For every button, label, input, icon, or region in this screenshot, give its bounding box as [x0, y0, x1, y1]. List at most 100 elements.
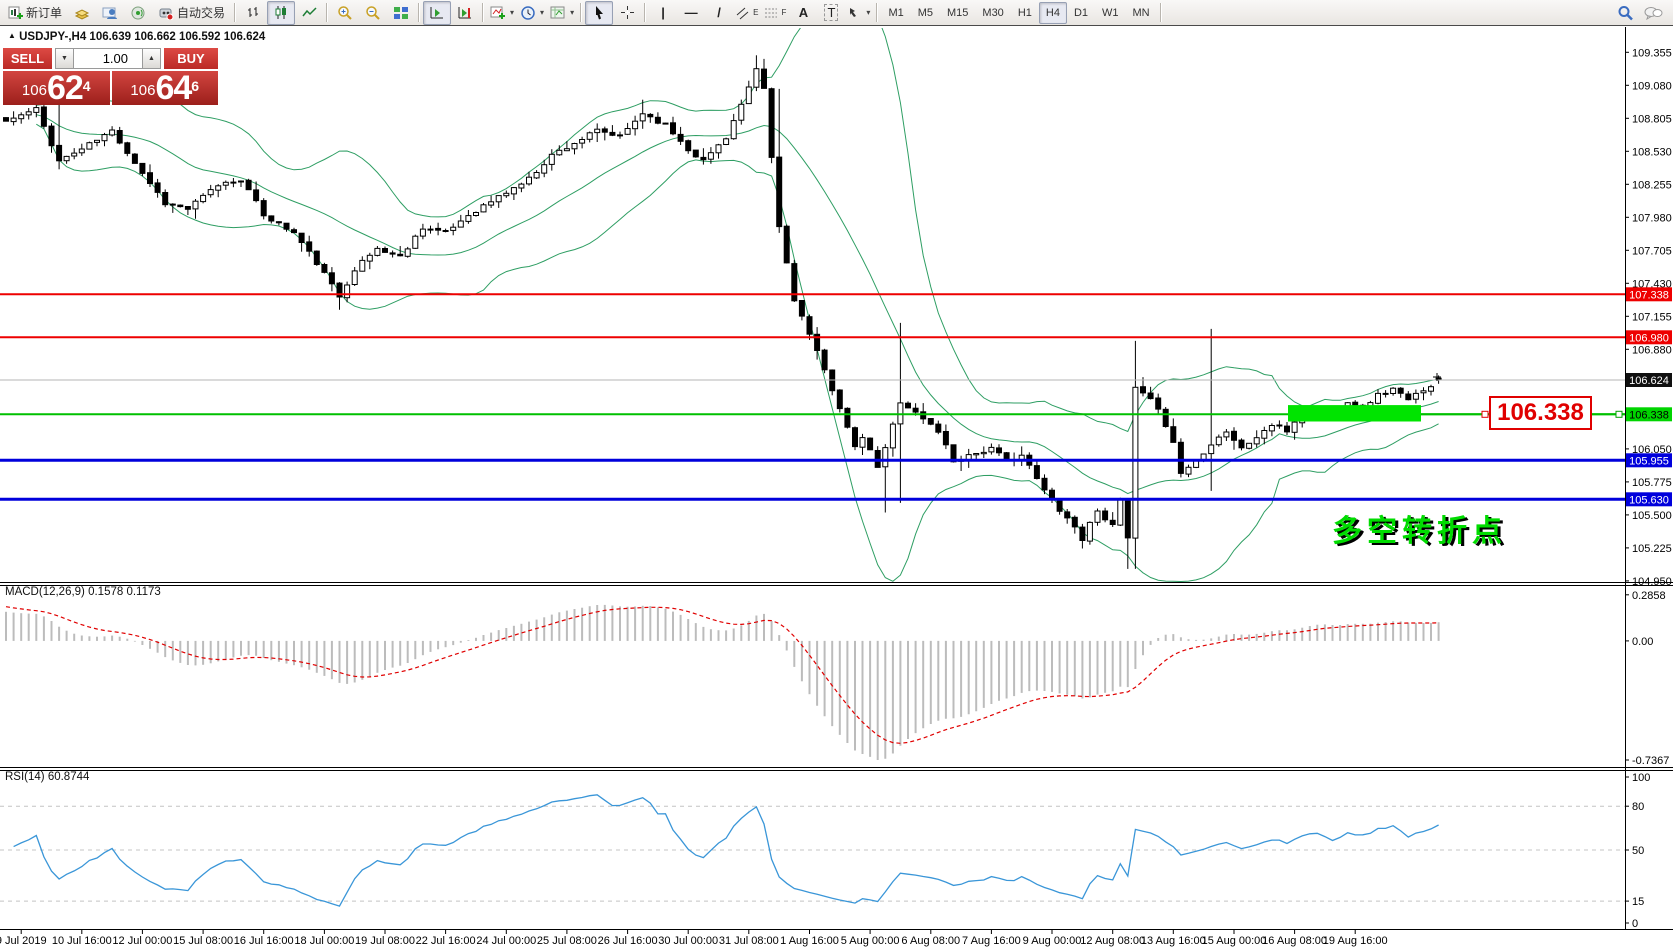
bollinger-upper — [36, 28, 1439, 433]
channel-icon — [736, 6, 750, 20]
zoom-out-button[interactable] — [359, 1, 387, 25]
svg-text:9 Jul 2019: 9 Jul 2019 — [0, 935, 47, 947]
vertical-line-icon: | — [661, 5, 665, 20]
collapse-triangle-icon[interactable]: ▲ — [8, 31, 16, 40]
signals-button[interactable] — [124, 1, 152, 25]
svg-text:-0.7367: -0.7367 — [1632, 755, 1669, 767]
text-button[interactable]: A — [789, 1, 817, 25]
price-badges: 107.338 106.980 106.624 106.338 105.955 105.6… — [1626, 287, 1672, 507]
fibonacci-icon — [764, 6, 778, 20]
bar-chart-button[interactable] — [239, 1, 267, 25]
fibonacci-letter: F — [781, 8, 787, 17]
svg-text:31 Jul 08:00: 31 Jul 08:00 — [719, 935, 779, 947]
price-callout-box[interactable]: 106.338 — [1489, 396, 1592, 430]
time-scale: 9 Jul 2019 10 Jul 16:00 12 Jul 00:00 15 Jul… — [0, 930, 1388, 947]
chart-shift-button[interactable] — [451, 1, 479, 25]
tile-windows-button[interactable] — [387, 1, 415, 25]
new-order-button[interactable]: 新订单 — [2, 1, 68, 25]
templates-button[interactable]: ▾ — [547, 1, 577, 25]
buy-button[interactable]: BUY — [164, 48, 218, 69]
tab-m1[interactable]: M1 — [888, 6, 904, 19]
toolbar-separator — [234, 3, 237, 22]
tab-h1[interactable]: H1 — [1017, 6, 1032, 19]
line-chart-button[interactable] — [295, 1, 323, 25]
crosshair-button[interactable] — [613, 1, 641, 25]
bollinger-bands — [36, 28, 1439, 582]
tab-m15[interactable]: M15 — [947, 6, 969, 19]
book-icon — [74, 5, 90, 20]
svg-text:105.630: 105.630 — [1629, 494, 1669, 506]
vertical-line-button[interactable]: | — [649, 1, 677, 25]
trendline-button[interactable]: / — [705, 1, 733, 25]
symbol-ohlc-line: ▲ USDJPY-,H4 106.639 106.662 106.592 106… — [8, 31, 265, 43]
tab-m5[interactable]: M5 — [917, 6, 933, 19]
trendline-icon: / — [717, 5, 721, 20]
tab-mn[interactable]: MN — [1132, 6, 1150, 19]
toolbar-separator — [482, 3, 485, 22]
toolbar: 新订单 自动交易 ▾ ▾ — [0, 0, 1673, 26]
arrows-icon — [848, 6, 862, 20]
rsi-line — [13, 794, 1439, 907]
autotrading-button[interactable]: 自动交易 — [152, 1, 231, 25]
svg-text:105.225: 105.225 — [1632, 543, 1672, 555]
volume-decrease-button[interactable]: ▼ — [55, 48, 74, 69]
chart-shift-icon — [457, 5, 473, 20]
chat-icon — [1643, 5, 1663, 21]
channel-button[interactable]: E — [733, 1, 761, 25]
volume-input[interactable]: 1.00 — [74, 48, 142, 69]
connector-anchor-left — [1481, 410, 1489, 418]
text-label-icon: T — [824, 4, 839, 21]
indicators-button[interactable]: ▾ — [487, 1, 517, 25]
text-label-button[interactable]: T — [817, 1, 845, 25]
arrows-caret: ▾ — [866, 8, 871, 17]
search-button[interactable] — [1611, 1, 1639, 25]
profiles-button[interactable] — [96, 1, 124, 25]
data-window-button[interactable] — [68, 1, 96, 25]
arrows-button[interactable]: ▾ — [845, 1, 873, 25]
svg-text:24 Jul 00:00: 24 Jul 00:00 — [476, 935, 536, 947]
volume-increase-button[interactable]: ▲ — [142, 48, 161, 69]
tab-w1[interactable]: W1 — [1102, 6, 1119, 19]
tab-h4[interactable]: H4 — [1038, 1, 1067, 24]
svg-text:12 Jul 00:00: 12 Jul 00:00 — [112, 935, 172, 947]
sell-price[interactable]: 106 62 4 — [3, 71, 110, 105]
cursor-button[interactable] — [585, 0, 614, 25]
macd-signal-line — [5, 606, 1439, 744]
svg-text:109.080: 109.080 — [1632, 80, 1672, 92]
fibonacci-button[interactable]: F — [761, 1, 789, 25]
connector-anchor-right — [1615, 410, 1623, 418]
rsi-level-lines — [0, 805, 1625, 902]
svg-text:15: 15 — [1632, 896, 1644, 908]
tab-m30[interactable]: M30 — [982, 6, 1004, 19]
buy-price[interactable]: 106 64 6 — [111, 69, 218, 107]
periods-button[interactable]: ▾ — [517, 1, 547, 25]
sell-price-big: 62 — [46, 69, 84, 107]
buy-price-sup: 6 — [191, 78, 200, 94]
indicators-icon — [490, 5, 506, 20]
svg-text:105.500: 105.500 — [1632, 510, 1672, 522]
buy-price-big: 64 — [155, 69, 192, 107]
zoom-in-button[interactable] — [331, 1, 359, 25]
profile-icon — [102, 5, 118, 20]
periods-caret: ▾ — [540, 8, 545, 17]
svg-text:106.880: 106.880 — [1632, 344, 1672, 356]
svg-text:0.2858: 0.2858 — [1632, 590, 1666, 602]
autoscroll-button[interactable] — [423, 0, 452, 25]
tile-windows-icon — [393, 5, 409, 20]
candlestick-button[interactable] — [267, 0, 296, 25]
bollinger-middle — [36, 114, 1439, 495]
signal-icon — [130, 5, 146, 20]
svg-text:19 Aug 16:00: 19 Aug 16:00 — [1323, 935, 1388, 947]
tab-d1[interactable]: D1 — [1073, 6, 1088, 19]
svg-text:16 Aug 08:00: 16 Aug 08:00 — [1262, 935, 1327, 947]
clock-icon — [520, 5, 536, 21]
zoom-in-icon — [337, 5, 353, 21]
horizontal-line-button[interactable]: — — [677, 1, 705, 25]
text-icon: A — [798, 5, 809, 20]
sell-button[interactable]: SELL — [3, 48, 52, 69]
turning-point-annotation: 多空转折点 — [1332, 515, 1507, 548]
template-icon — [550, 5, 566, 20]
chat-button[interactable] — [1639, 1, 1667, 25]
candles — [3, 55, 1442, 569]
